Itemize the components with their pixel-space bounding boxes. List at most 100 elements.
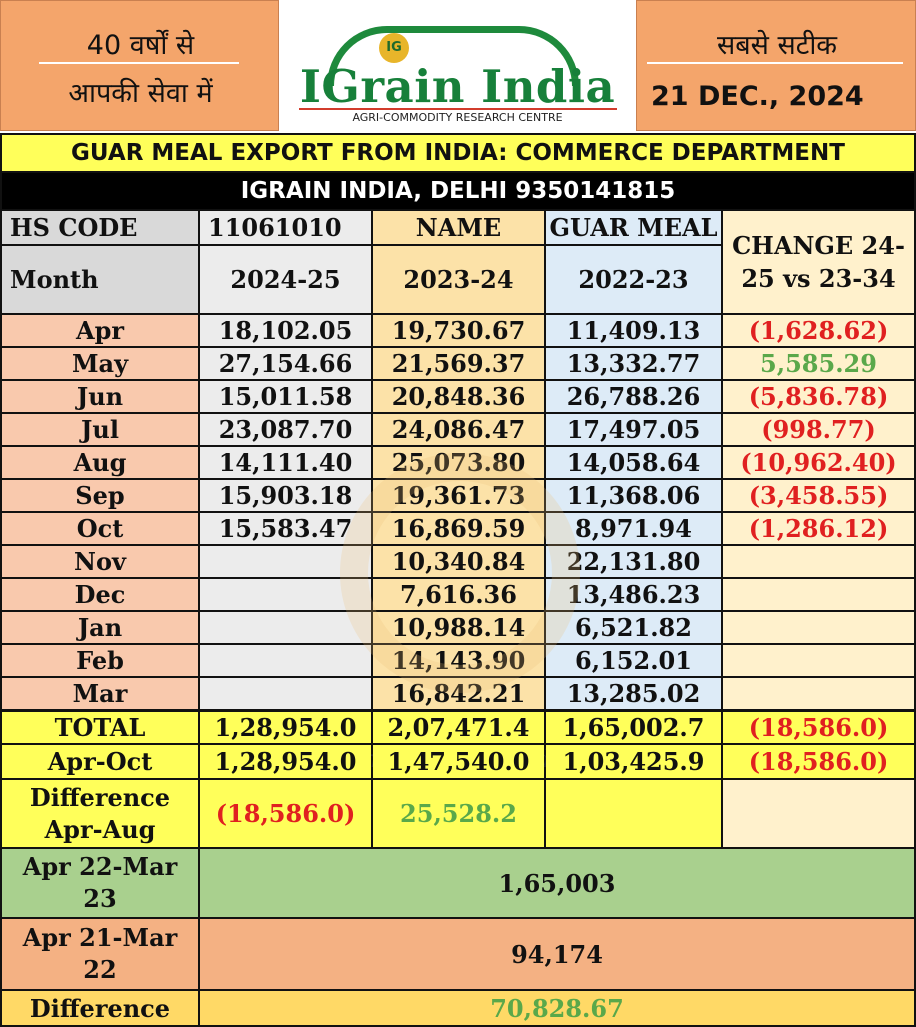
month-label: Apr [2,315,198,346]
difference-2023-24: 25,528.2 [373,780,544,847]
table-cell-change: (5,836.78) [723,381,914,412]
table-cell-y3: 13,486.23 [546,579,721,610]
date-box: सबसे सटीक 21 DEC., 2024 [636,0,916,131]
table-cell-change: (3,458.55) [723,480,914,511]
table-cell-y3: 11,409.13 [546,315,721,346]
difference-label: Difference Apr-Aug [2,780,198,847]
table-cell-y1: 14,111.40 [200,447,371,478]
table-cell-y2: 16,842.21 [373,678,544,709]
month-label: Sep [2,480,198,511]
month-label: Jul [2,414,198,445]
table-cell-y1: 15,583.47 [200,513,371,544]
table-cell-y1: 27,154.66 [200,348,371,379]
table-cell-y2: 7,616.36 [373,579,544,610]
table-cell-change [723,612,914,643]
hs-code-label: HS CODE [2,211,198,244]
tagline-divider [39,62,239,64]
table-cell-y1 [200,546,371,577]
total-2023-24: 2,07,471.4 [373,712,544,743]
table-cell-y3: 8,971.94 [546,513,721,544]
total-change: (18,586.0) [723,712,914,743]
change-header: CHANGE 24-25 vs 23-34 [723,211,914,313]
header-banner: 40 वर्षों से आपकी सेवा में IG IGrain Ind… [0,0,916,133]
date-divider [647,62,903,64]
tagline-box: 40 वर्षों से आपकी सेवा में [0,0,279,131]
apr-oct-label: Apr-Oct [2,745,198,778]
month-label: Jun [2,381,198,412]
month-label: Nov [2,546,198,577]
tagline-line1: 40 वर्षों से [86,30,195,61]
logo-divider [299,108,617,110]
summary-value-fy22: 94,174 [200,919,914,989]
company-logo: IG IGrain India AGRI-COMMODITY RESEARCH … [279,0,636,131]
tagline-line2: आपकी सेवा में [68,78,213,109]
table-cell-y1: 15,903.18 [200,480,371,511]
apr-oct-change: (18,586.0) [723,745,914,778]
table-cell-y2: 21,569.37 [373,348,544,379]
year-header-2024-25: 2024-25 [200,246,371,313]
table-cell-y1 [200,579,371,610]
summary-difference-value: 70,828.67 [200,991,914,1025]
year-header-2022-23: 2022-23 [546,246,721,313]
month-label: Oct [2,513,198,544]
table-cell-y1: 23,087.70 [200,414,371,445]
month-header: Month [2,246,198,313]
table-cell-y2: 24,086.47 [373,414,544,445]
summary-difference-label: Difference [2,991,198,1025]
table-cell-y2: 19,730.67 [373,315,544,346]
table-cell-y2: 25,073.80 [373,447,544,478]
total-2024-25: 1,28,954.0 [200,712,371,743]
table-cell-y2: 10,988.14 [373,612,544,643]
table-cell-change: (998.77) [723,414,914,445]
difference-2024-25: (18,586.0) [200,780,371,847]
table-cell-change: (10,962.40) [723,447,914,478]
export-table: GUAR MEAL EXPORT FROM INDIA: COMMERCE DE… [0,133,916,1027]
month-label: Aug [2,447,198,478]
table-cell-y3: 26,788.26 [546,381,721,412]
accuracy-tagline: सबसे सटीक [716,30,838,61]
table-cell-y1 [200,678,371,709]
month-label: Dec [2,579,198,610]
table-title: GUAR MEAL EXPORT FROM INDIA: COMMERCE DE… [2,135,914,171]
table-cell-y1: 15,011.58 [200,381,371,412]
month-label: Mar [2,678,198,709]
month-label: Feb [2,645,198,676]
logo-name: IGrain India [299,60,616,113]
apr-oct-2024-25: 1,28,954.0 [200,745,371,778]
table-cell-change [723,579,914,610]
table-cell-y3: 13,285.02 [546,678,721,709]
month-label: May [2,348,198,379]
summary-label-fy23: Apr 22-Mar 23 [2,849,198,917]
table-cell-change: 5,585.29 [723,348,914,379]
table-cell-y3: 13,332.77 [546,348,721,379]
logo-subtitle: AGRI-COMMODITY RESEARCH CENTRE [352,111,563,124]
apr-oct-2022-23: 1,03,425.9 [546,745,721,778]
year-header-2023-24: 2023-24 [373,246,544,313]
table-cell-y3: 14,058.64 [546,447,721,478]
table-cell-y2: 14,143.90 [373,645,544,676]
table-cell-y2: 16,869.59 [373,513,544,544]
table-cell-y1: 18,102.05 [200,315,371,346]
summary-value-fy23: 1,65,003 [200,849,914,917]
grain-icon: IG [379,33,409,63]
report-date: 21 DEC., 2024 [651,81,864,112]
table-cell-change [723,645,914,676]
table-cell-y3: 22,131.80 [546,546,721,577]
table-cell-y1 [200,645,371,676]
total-label: TOTAL [2,712,198,743]
table-cell-y3: 17,497.05 [546,414,721,445]
difference-change-empty [723,780,914,847]
table-cell-y3: 6,152.01 [546,645,721,676]
table-cell-change [723,546,914,577]
name-value: GUAR MEAL [546,211,721,244]
month-label: Jan [2,612,198,643]
apr-oct-2023-24: 1,47,540.0 [373,745,544,778]
summary-label-fy22: Apr 21-Mar 22 [2,919,198,989]
total-2022-23: 1,65,002.7 [546,712,721,743]
table-cell-change [723,678,914,709]
table-cell-change: (1,286.12) [723,513,914,544]
table-cell-y1 [200,612,371,643]
table-cell-y2: 10,340.84 [373,546,544,577]
table-cell-change: (1,628.62) [723,315,914,346]
table-cell-y3: 11,368.06 [546,480,721,511]
